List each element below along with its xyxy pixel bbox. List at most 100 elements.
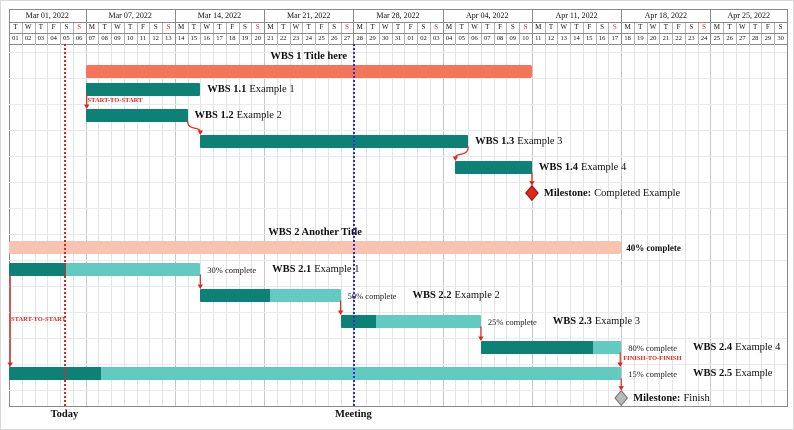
task-bar-t22 [200, 289, 341, 302]
grid-line-vertical [748, 44, 750, 406]
day-number: 06 [471, 35, 478, 42]
grid-line-vertical [251, 44, 253, 406]
task-label-t13: WBS 1.3 Example 3 [475, 135, 562, 148]
grid-line-vertical [519, 44, 521, 406]
group-percent-text: 40% complete [626, 242, 681, 253]
day-letter: T [128, 23, 133, 31]
group-complete-label-g2: 40% complete [626, 241, 681, 254]
day-number: 10 [126, 35, 134, 42]
day-number: 20 [254, 35, 261, 42]
task-bar-t13 [200, 135, 469, 148]
task-name: WBS 2.2 Example 2 [412, 290, 500, 301]
day-letter: T [752, 23, 758, 31]
day-number: 12 [152, 35, 159, 42]
header-rule [9, 44, 787, 45]
grid-line-vertical [327, 44, 329, 406]
day-letter: T [459, 23, 464, 31]
task-label-t22: 50% complete WBS 2.2 Example 2 [348, 289, 500, 302]
day-number: 17 [216, 35, 223, 42]
grid-line-horizontal [9, 390, 787, 391]
task-label-t11: WBS 1.1 Example 1 [207, 83, 294, 96]
task-progress-fill [200, 289, 271, 302]
day-number: 29 [764, 35, 772, 42]
day-letter: F [140, 23, 145, 31]
grid-line-vertical [429, 44, 431, 406]
day-number: 12 [547, 35, 555, 42]
day-letter: T [281, 23, 286, 31]
week-label: Mar 07, 2022 [108, 11, 152, 20]
grid-line-vertical [378, 44, 380, 406]
day-letter: T [370, 23, 375, 31]
grid-line-vertical [21, 44, 23, 406]
week-separator [174, 9, 176, 44]
grid-line-vertical [659, 44, 661, 406]
week-label: Mar 01, 2022 [25, 11, 69, 20]
grid-line-vertical [315, 44, 317, 406]
task-name: WBS 1.2 Example 2 [194, 110, 282, 121]
grid-line-vertical [761, 44, 763, 406]
week-label: Apr 04, 2022 [466, 11, 509, 20]
grid-line-vertical [200, 44, 202, 406]
week-label: Mar 21, 2022 [287, 11, 331, 20]
day-letter: F [498, 23, 502, 31]
group-bar-g1 [85, 65, 532, 78]
task-label-t24: 80% complete WBS 2.4 Example 4 [628, 341, 780, 354]
week-label: Mar 28, 2022 [376, 11, 420, 20]
day-number: 01 [12, 35, 19, 42]
day-number: 16 [203, 35, 210, 42]
grid-line-vertical [391, 44, 393, 406]
day-letter: S [345, 23, 349, 31]
task-progress-fill [9, 263, 67, 276]
task-bar-t25 [9, 367, 622, 380]
day-letter: M [624, 23, 631, 31]
day-letter: T [306, 23, 311, 31]
week-label: Apr 18, 2022 [644, 11, 688, 20]
day-number: 24 [700, 35, 708, 42]
day-letter: T [102, 23, 107, 31]
grid-line-horizontal [9, 52, 787, 53]
day-letter: S [153, 23, 158, 31]
task-name: WBS 1.4 Example 4 [538, 162, 627, 173]
grid-line-vertical [710, 44, 712, 406]
day-letter: T [191, 23, 197, 31]
milestone-label-m2: Milestone: Finish [633, 392, 710, 405]
day-number: 08 [101, 35, 108, 42]
task-name: WBS 2.4 Example 4 [693, 342, 781, 353]
day-number: 18 [228, 35, 236, 42]
day-number: 26 [330, 35, 338, 42]
task-bar-t11 [85, 83, 201, 96]
day-number: 14 [177, 35, 185, 42]
day-number: 07 [88, 35, 96, 42]
day-number: 08 [496, 35, 504, 42]
grid-line-vertical [340, 44, 342, 406]
task-percent-label: 30% complete [207, 264, 257, 275]
day-number: 30 [777, 35, 784, 42]
day-letter: W [739, 23, 746, 31]
day-letter: T [485, 23, 490, 31]
grid-line-horizontal [9, 156, 787, 157]
grid-line-vertical [544, 44, 546, 406]
day-letter: S [77, 23, 82, 31]
day-letter: S [421, 23, 426, 31]
week-separator [85, 9, 87, 44]
week-separator [442, 9, 444, 44]
week-separator [531, 9, 533, 44]
day-letter: M [178, 23, 185, 31]
grid-line-horizontal [9, 260, 787, 261]
week-separator [353, 9, 355, 44]
grid-line-vertical [47, 44, 49, 406]
day-number: 30 [381, 35, 389, 42]
day-number: 17 [611, 35, 619, 42]
task-bar-t12 [85, 109, 188, 122]
today-marker-line [64, 44, 67, 406]
day-letter: T [13, 23, 18, 31]
day-number: 27 [343, 35, 351, 42]
day-number: 28 [356, 35, 363, 42]
day-number: 09 [114, 35, 121, 42]
grid-line-horizontal [9, 286, 787, 287]
day-letter: S [434, 23, 439, 31]
grid-line-vertical [442, 44, 444, 406]
day-letter: S [702, 23, 707, 31]
day-number: 09 [509, 35, 517, 42]
day-number: 24 [305, 35, 312, 42]
